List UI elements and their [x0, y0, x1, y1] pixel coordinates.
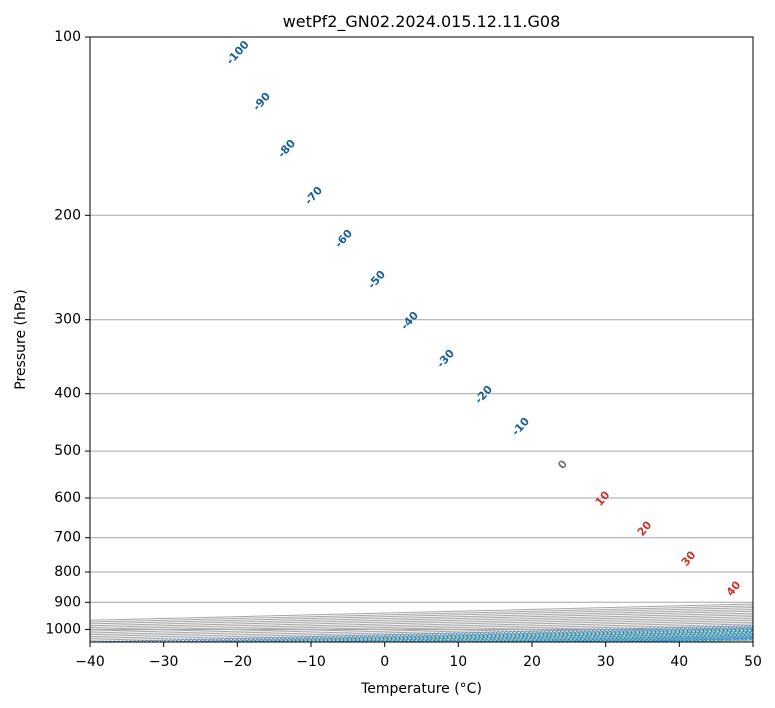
mixing-ratio-line [185, 627, 753, 642]
moist-adiabat-label: 40 [724, 578, 744, 598]
axis-ticks: −40 −30 −20 −10 0 10 20 30 40 5010020030040050060… [45, 29, 762, 670]
y-tick-label: 100 [54, 29, 81, 45]
moist-adiabat-line [388, 632, 753, 642]
moist-adiabat-line [645, 638, 753, 642]
isotherm-line [458, 634, 753, 642]
moist-adiabat-line [332, 630, 753, 642]
moist-adiabat-line [360, 631, 753, 642]
y-tick-label: 700 [54, 530, 81, 546]
x-tick-label: 30 [597, 654, 615, 670]
isotherm-line [310, 630, 753, 642]
isotherm-line [531, 636, 753, 642]
dry-adiabat-label: -10 [509, 415, 532, 439]
y-tick-label: 600 [54, 490, 81, 506]
x-tick-label: −40 [75, 654, 105, 670]
dry-adiabat-line [636, 638, 753, 642]
x-tick-label: 0 [380, 654, 389, 670]
x-tick-label: −30 [149, 654, 179, 670]
moist-adiabat-line [530, 635, 753, 642]
moist-adiabat-label: 10 [593, 488, 613, 508]
dry-adiabat-line [263, 628, 753, 642]
dry-adiabat-label: -70 [302, 184, 325, 208]
isotherm-line [90, 623, 753, 641]
dry-adiabat-line [412, 632, 753, 642]
isotherm-line [237, 628, 753, 642]
moist-adiabat-line [502, 635, 753, 642]
x-tick-label: −20 [223, 654, 253, 670]
moist-adiabat-label: 30 [679, 548, 699, 568]
isotherm-line [90, 608, 753, 627]
x-tick-label: 40 [670, 654, 688, 670]
isotherm-line [90, 610, 753, 629]
dry-adiabat-label: -30 [434, 347, 457, 371]
dry-adiabat-label: -20 [472, 383, 495, 407]
dry-adiabat-label: -90 [250, 90, 273, 114]
x-tick-label: 50 [744, 654, 762, 670]
moist-adiabat-line [274, 629, 753, 642]
y-tick-label: 400 [54, 386, 81, 402]
line-labels: -100-90-80-70-60-50-40-30-20-100.10.20.4… [224, 38, 744, 599]
isotherm-line [90, 605, 753, 623]
dry-adiabat-line [562, 636, 753, 642]
x-tick-label: 10 [449, 654, 467, 670]
moist-adiabat-line [303, 629, 753, 642]
isotherm-line [90, 603, 753, 621]
isotherm-line [90, 619, 753, 638]
y-tick-label: 200 [54, 207, 81, 223]
isotherm-line [90, 616, 753, 634]
moist-adiabat-line [559, 636, 753, 642]
dry-adiabat-line [487, 634, 753, 642]
moist-adiabat-line [616, 638, 753, 642]
isotherm-line [90, 621, 753, 639]
moist-adiabat-line [587, 637, 753, 642]
x-tick-label: −10 [296, 654, 326, 670]
isotherm-line [163, 627, 753, 642]
dry-adiabat-line [711, 640, 753, 642]
plot-frame [89, 36, 754, 643]
y-tick-label: 900 [54, 594, 81, 610]
moist-adiabat-line [245, 628, 753, 642]
x-axis-label: Temperature (°C) [360, 681, 482, 697]
dry-adiabat-label: -40 [398, 309, 421, 333]
y-tick-label: 300 [54, 312, 81, 328]
moist-adiabat-line [473, 634, 753, 642]
isotherm-line [384, 632, 753, 642]
chart-title: wetPf2_GN02.2024.015.12.11.G08 [283, 12, 561, 32]
isotherm-line [90, 607, 753, 625]
y-axis-label: Pressure (hPa) [13, 289, 29, 389]
moist-adiabat-label: 0 [555, 457, 570, 471]
y-tick-label: 1000 [45, 621, 81, 637]
y-tick-label: 800 [54, 564, 81, 580]
moist-adiabat-label: 20 [635, 518, 655, 538]
moist-adiabat-line [417, 632, 753, 642]
mixing-ratio-line [299, 630, 753, 642]
isotherm-line [679, 639, 753, 642]
dry-adiabat-label: -50 [365, 268, 388, 292]
background-lines [90, 37, 753, 642]
dry-adiabat-label: -100 [224, 38, 252, 67]
isotherm-line [752, 641, 753, 642]
moist-adiabat-line [445, 633, 753, 642]
dry-adiabat-line [338, 630, 753, 642]
isotherm-line [90, 617, 753, 636]
isotherm-line [90, 625, 753, 642]
isotherm-line [90, 614, 753, 632]
x-tick-label: 20 [523, 654, 541, 670]
mixing-ratio-line [326, 630, 753, 642]
y-tick-label: 500 [54, 443, 81, 459]
dry-adiabat-label: -60 [332, 227, 355, 251]
dry-adiabat-label: -80 [275, 137, 298, 161]
dry-adiabat-line [114, 625, 753, 642]
isotherm-line [90, 612, 753, 630]
